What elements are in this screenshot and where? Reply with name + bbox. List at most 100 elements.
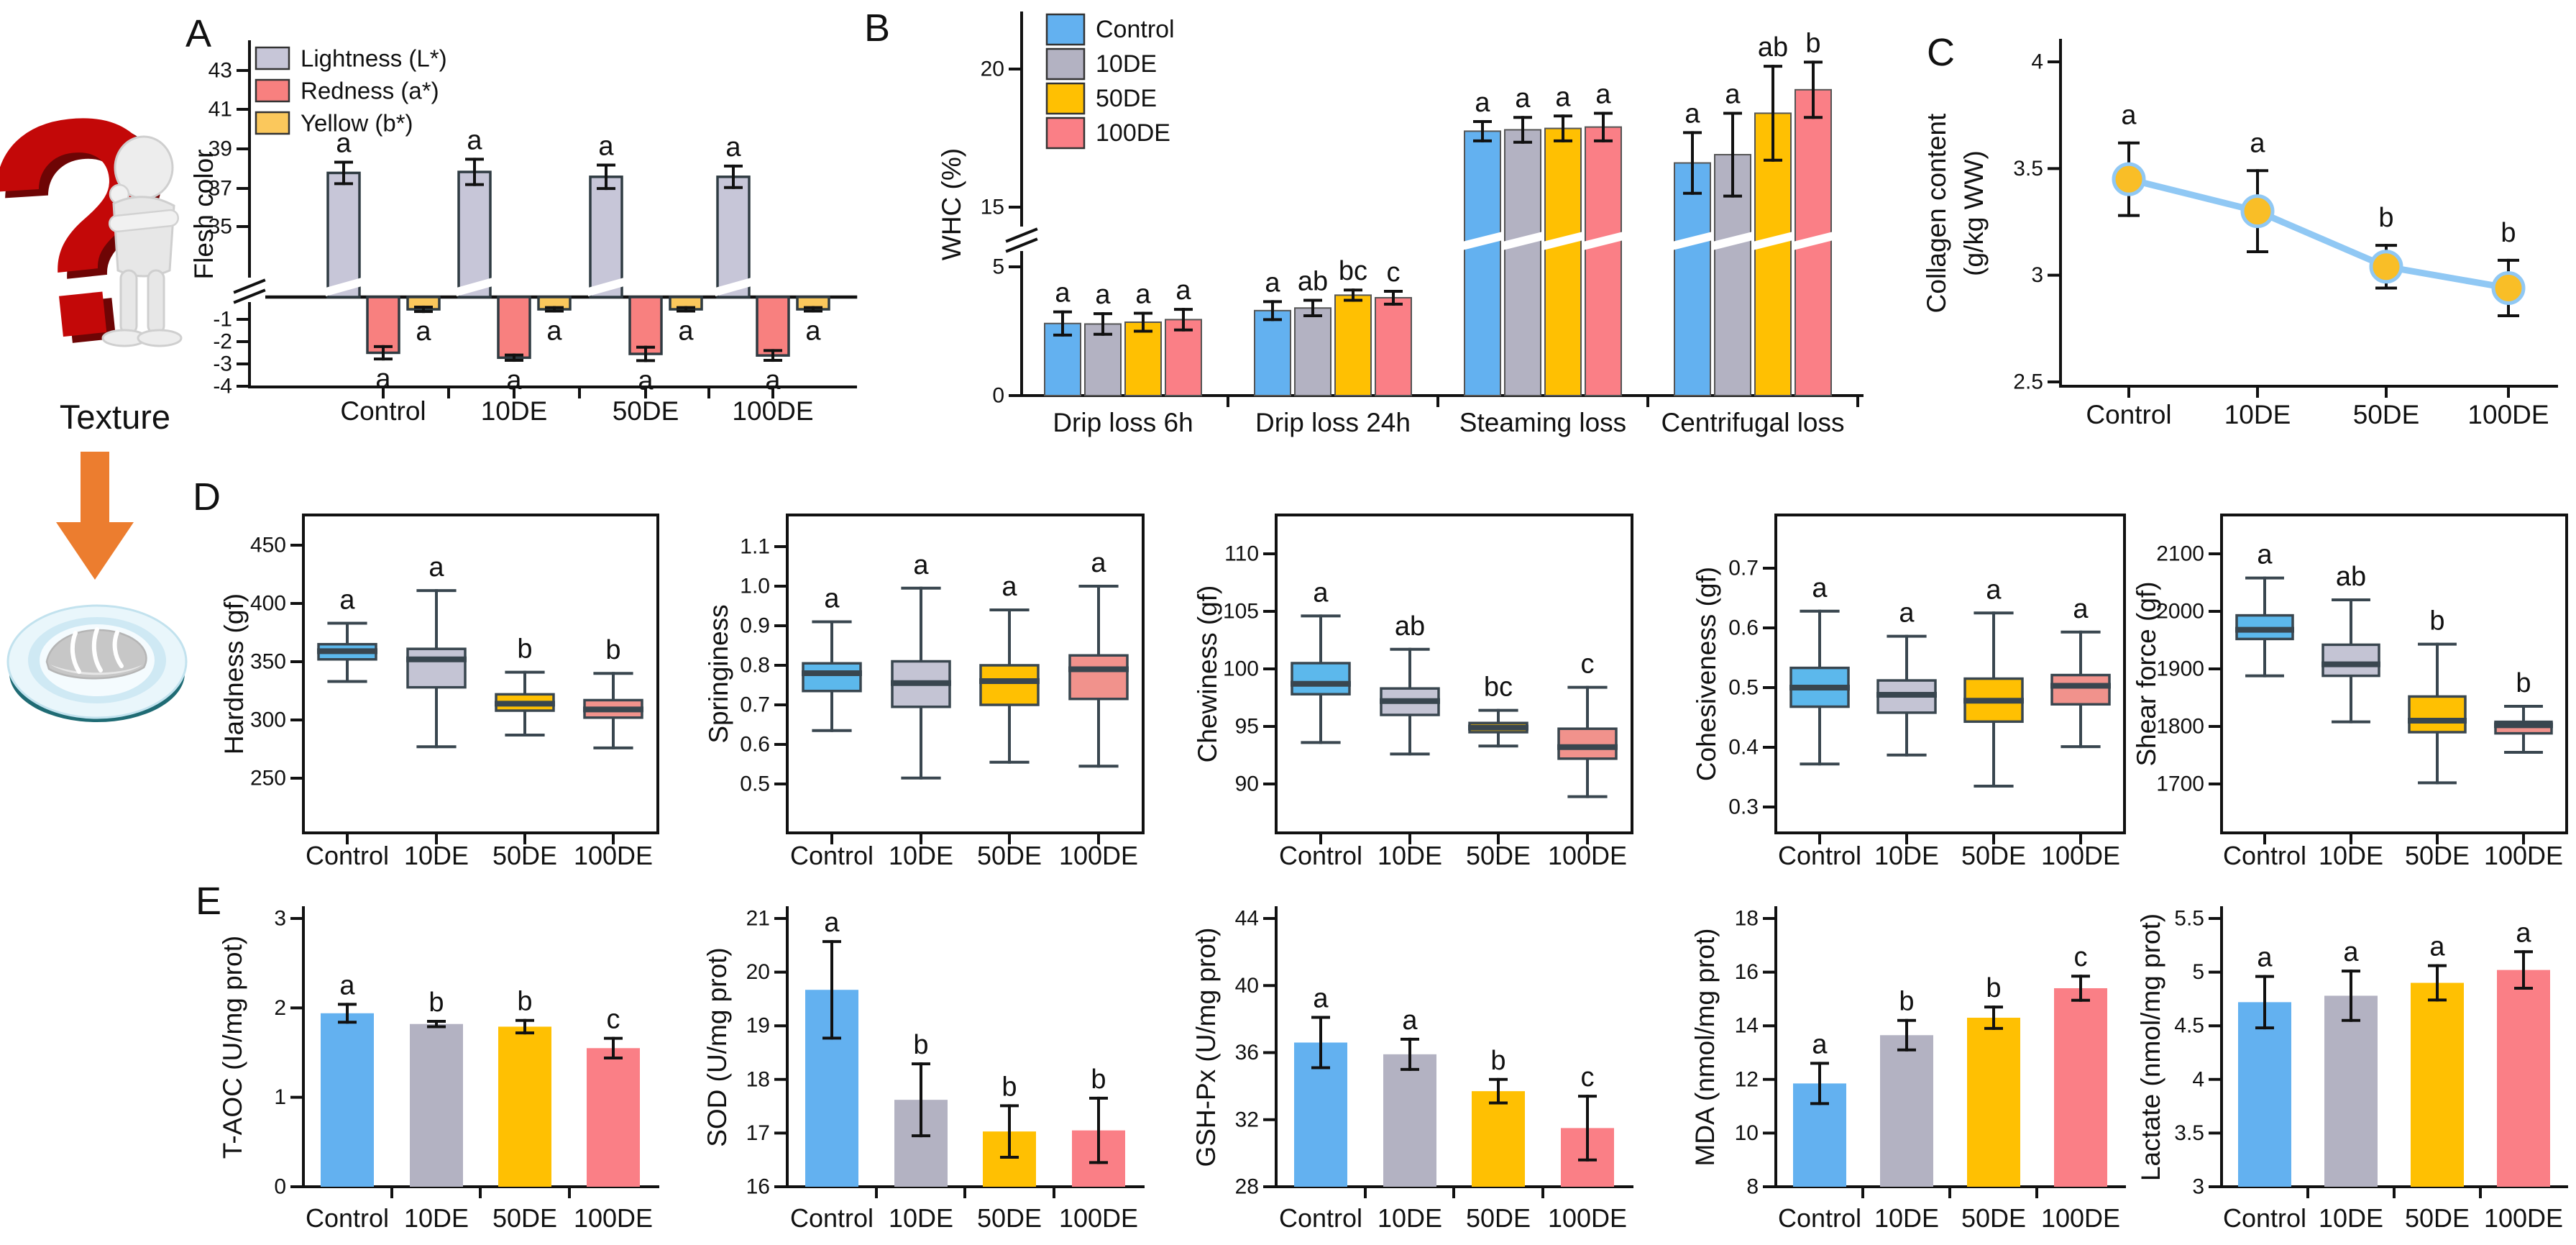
svg-text:21: 21 — [746, 907, 770, 931]
svg-text:a: a — [2257, 943, 2273, 973]
svg-text:Redness (a*): Redness (a*) — [301, 78, 439, 104]
svg-text:ab: ab — [1758, 32, 1788, 63]
svg-text:a: a — [1812, 1029, 1828, 1059]
svg-text:a: a — [2516, 918, 2531, 948]
svg-text:50DE: 50DE — [1961, 841, 2026, 870]
panel-letter-a: A — [185, 12, 212, 55]
svg-text:28: 28 — [1235, 1175, 1259, 1199]
svg-text:a: a — [1986, 575, 2002, 605]
svg-text:a: a — [546, 316, 562, 347]
svg-text:a: a — [1175, 275, 1191, 306]
svg-text:0.7: 0.7 — [740, 693, 770, 717]
svg-text:10DE: 10DE — [2319, 841, 2383, 870]
svg-text:b: b — [605, 635, 620, 665]
svg-text:4.5: 4.5 — [2174, 1014, 2204, 1038]
svg-text:100DE: 100DE — [1096, 119, 1170, 147]
svg-text:Springiness: Springiness — [704, 604, 733, 743]
svg-text:44: 44 — [1235, 907, 1259, 931]
svg-text:10DE: 10DE — [889, 841, 953, 870]
svg-text:a: a — [2073, 594, 2089, 624]
svg-text:10DE: 10DE — [2224, 400, 2291, 429]
svg-text:Chewiness (gf): Chewiness (gf) — [1193, 585, 1222, 763]
svg-text:a: a — [339, 970, 355, 1000]
svg-text:0.7: 0.7 — [1728, 557, 1759, 580]
svg-text:19: 19 — [746, 1014, 770, 1038]
svg-text:a: a — [725, 132, 741, 163]
svg-text:b: b — [1091, 1064, 1106, 1095]
svg-text:100DE: 100DE — [2484, 1203, 2563, 1233]
svg-text:20: 20 — [981, 58, 1004, 81]
svg-text:c: c — [2074, 942, 2088, 972]
svg-text:Drip loss 6h: Drip loss 6h — [1053, 408, 1193, 437]
svg-text:a: a — [416, 316, 431, 347]
svg-text:100DE: 100DE — [2041, 841, 2120, 870]
svg-text:Control: Control — [306, 841, 389, 870]
svg-text:16: 16 — [746, 1175, 770, 1199]
svg-text:50DE: 50DE — [2405, 1203, 2470, 1233]
svg-text:50DE: 50DE — [1961, 1203, 2026, 1233]
svg-text:100DE: 100DE — [1548, 841, 1627, 870]
svg-text:50DE: 50DE — [2353, 400, 2420, 429]
svg-text:bc: bc — [1339, 256, 1367, 286]
svg-text:1800: 1800 — [2156, 715, 2204, 739]
svg-text:35: 35 — [208, 215, 232, 239]
svg-text:32: 32 — [1235, 1108, 1259, 1131]
svg-text:GSH-Px (U/mg prot): GSH-Px (U/mg prot) — [1191, 927, 1221, 1167]
svg-text:b: b — [2429, 606, 2444, 637]
svg-text:Control: Control — [2223, 841, 2306, 870]
panel-e-lactate: 3 3.5 4 4.5 5 5.5 Lactate (nmol/mg prot) a a a a Co… — [2136, 906, 2568, 1233]
panel-e-gsh-px: 28 32 36 40 44 GSH-Px (U/mg prot) a a b c Control 1… — [1191, 906, 1633, 1233]
svg-text:39: 39 — [208, 137, 232, 161]
svg-text:1.1: 1.1 — [740, 535, 770, 559]
svg-text:a: a — [2257, 540, 2273, 570]
svg-text:Control: Control — [1279, 841, 1362, 870]
svg-text:a: a — [824, 584, 840, 614]
svg-text:100DE: 100DE — [1059, 841, 1138, 870]
svg-text:Lightness (L*): Lightness (L*) — [301, 45, 447, 72]
svg-text:Control: Control — [790, 841, 874, 870]
svg-text:Control: Control — [790, 1203, 874, 1233]
svg-text:14: 14 — [1735, 1014, 1759, 1038]
svg-text:10DE: 10DE — [404, 1203, 469, 1233]
svg-text:Control: Control — [1279, 1203, 1362, 1233]
svg-text:0: 0 — [992, 384, 1004, 408]
panel-letter-e: E — [196, 880, 222, 923]
svg-text:-3: -3 — [213, 352, 232, 376]
svg-text:Control: Control — [2223, 1203, 2306, 1233]
svg-text:50DE: 50DE — [1466, 1203, 1531, 1233]
panel-e-t-aoc: 0 1 2 3 T-AOC (U/mg prot) a b b c Control 10DE 50DE… — [218, 906, 659, 1233]
panel-e-sod: 16 17 18 19 20 21 SOD (U/mg prot) a b b b Control 10… — [702, 906, 1145, 1233]
svg-text:a: a — [805, 316, 821, 347]
svg-text:100DE: 100DE — [1548, 1203, 1627, 1233]
svg-text:Control: Control — [306, 1203, 389, 1233]
svg-text:a: a — [1555, 82, 1571, 112]
svg-text:1: 1 — [274, 1085, 286, 1109]
svg-text:1900: 1900 — [2156, 657, 2204, 681]
svg-text:0.9: 0.9 — [740, 614, 770, 638]
svg-text:b: b — [2501, 218, 2516, 248]
svg-text:50DE: 50DE — [1466, 841, 1531, 870]
svg-text:Cohesiveness (gf): Cohesiveness (gf) — [1692, 567, 1721, 781]
svg-text:3: 3 — [2192, 1175, 2204, 1199]
svg-text:0.8: 0.8 — [740, 654, 770, 678]
panel-d-shear-force: 1700 1800 1900 2000 2100 Shear force (gf) a ab b… — [2132, 514, 2568, 870]
svg-text:50DE: 50DE — [492, 1203, 557, 1233]
svg-text:16: 16 — [1735, 960, 1759, 984]
svg-text:Control: Control — [340, 396, 426, 426]
texture-illustration: ? ? — [0, 46, 201, 722]
svg-text:4: 4 — [2031, 50, 2043, 74]
svg-text:-1: -1 — [213, 308, 232, 332]
svg-text:3.5: 3.5 — [2174, 1121, 2204, 1145]
svg-text:0.6: 0.6 — [1728, 616, 1759, 640]
svg-text:18: 18 — [746, 1067, 770, 1091]
svg-text:0.4: 0.4 — [1728, 736, 1759, 760]
panel-letter-d: D — [193, 475, 221, 519]
svg-text:a: a — [375, 364, 391, 394]
svg-text:a: a — [1725, 79, 1741, 109]
svg-text:Lactate (nmol/mg prot): Lactate (nmol/mg prot) — [2136, 913, 2165, 1181]
svg-text:100DE: 100DE — [732, 396, 813, 426]
svg-text:43: 43 — [208, 59, 232, 83]
svg-text:a: a — [1402, 1005, 1418, 1036]
